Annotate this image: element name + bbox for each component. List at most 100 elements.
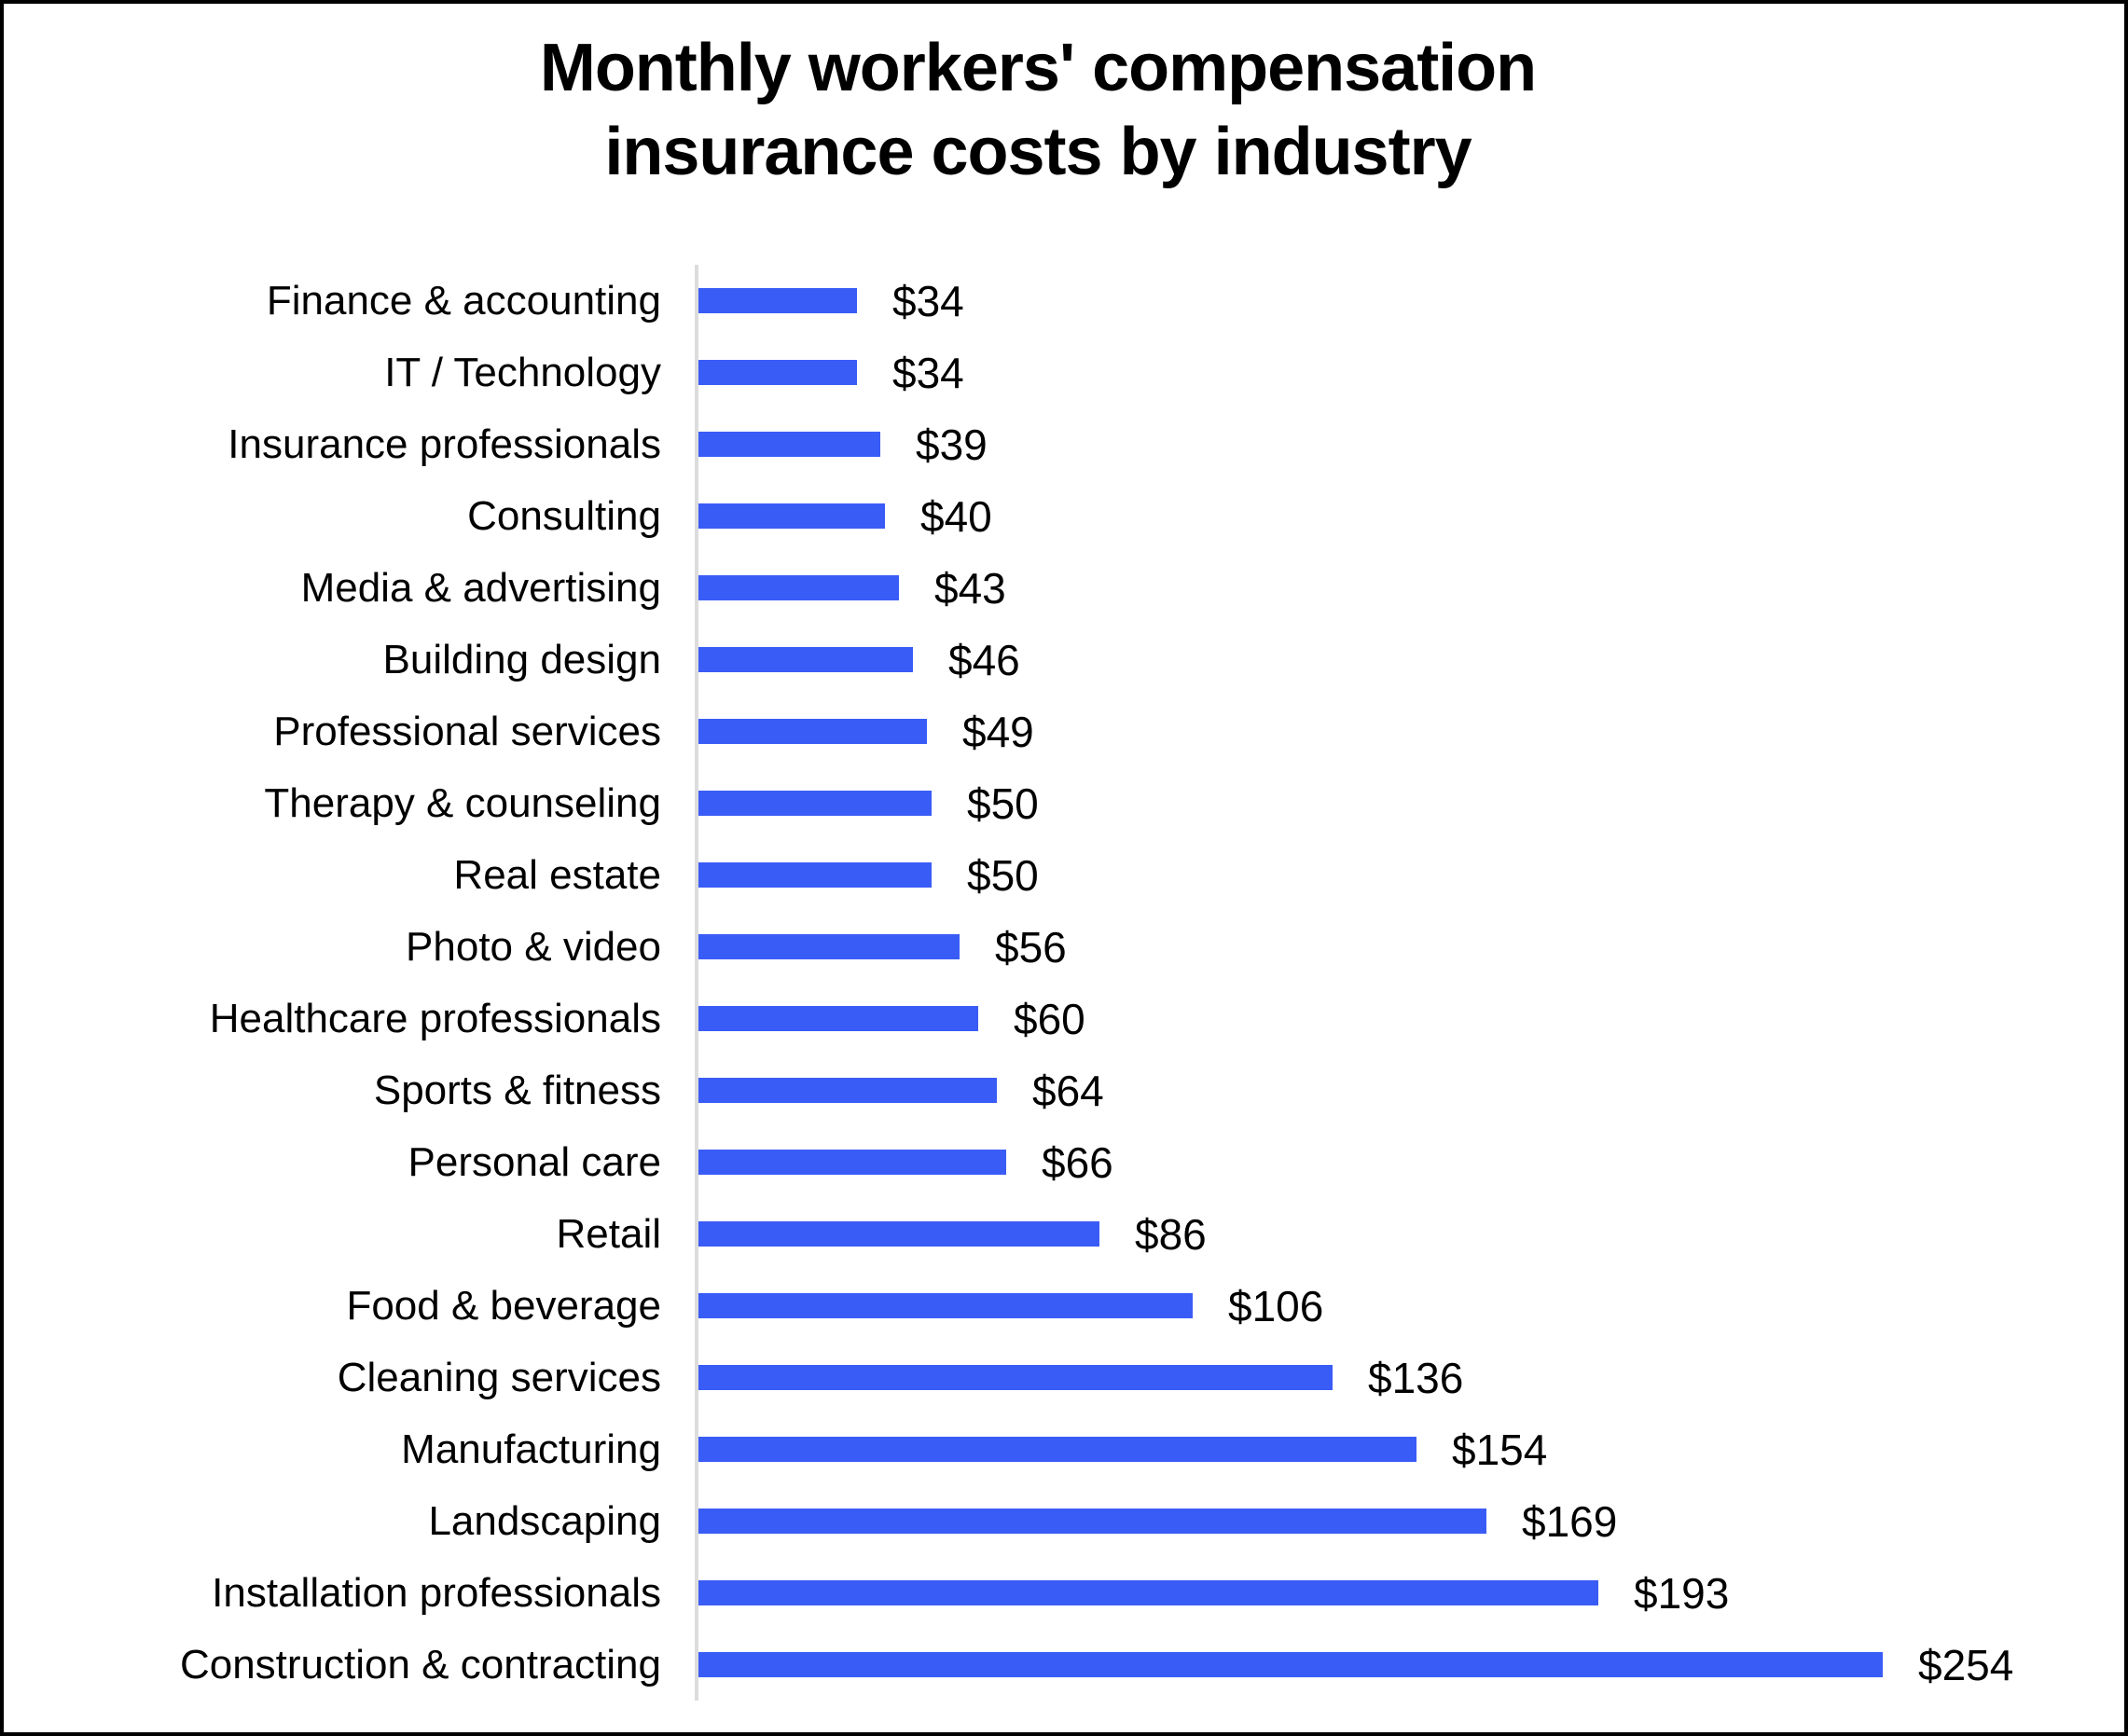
category-label: Professional services — [273, 708, 661, 754]
value-label: $49 — [962, 707, 1034, 756]
bar-track: $193 — [695, 1557, 2124, 1629]
bar-track: $56 — [695, 911, 2124, 983]
bar — [698, 1365, 1333, 1390]
bar-track: $50 — [695, 839, 2124, 911]
bar-row: Photo & video $56 — [4, 911, 2124, 983]
bar — [698, 575, 899, 600]
bar-track: $136 — [695, 1342, 2124, 1413]
category-label: Construction & contracting — [179, 1641, 661, 1688]
bar-track: $106 — [695, 1270, 2124, 1342]
bar — [698, 1293, 1193, 1318]
bar — [698, 647, 913, 672]
category-label: Retail — [556, 1210, 662, 1257]
value-label: $56 — [995, 922, 1067, 971]
bar-row: Retail $86 — [4, 1198, 2124, 1270]
bar — [698, 1221, 1099, 1247]
bar-track: $60 — [695, 983, 2124, 1054]
value-label: $66 — [1042, 1137, 1113, 1187]
value-label: $86 — [1135, 1209, 1207, 1259]
bar-track: $154 — [695, 1413, 2124, 1485]
bar-row: Food & beverage $106 — [4, 1270, 2124, 1342]
value-label: $169 — [1522, 1496, 1618, 1546]
category-label: Food & beverage — [346, 1282, 661, 1329]
bar — [698, 360, 857, 385]
bar-rows: Finance & accounting $34 IT / Technology $3… — [4, 265, 2124, 1701]
value-label: $64 — [1032, 1066, 1104, 1115]
bar — [698, 934, 960, 959]
bar-track: $46 — [695, 624, 2124, 696]
bar-track: $49 — [695, 696, 2124, 767]
category-label: Therapy & counseling — [264, 779, 661, 826]
value-label: $254 — [1918, 1640, 2014, 1689]
bar-row: Installation professionals $193 — [4, 1557, 2124, 1629]
value-label: $60 — [1014, 994, 1085, 1043]
value-label: $154 — [1452, 1425, 1548, 1474]
bar-track: $254 — [695, 1629, 2124, 1701]
bar-track: $64 — [695, 1054, 2124, 1126]
bar-track: $50 — [695, 767, 2124, 839]
bar-track: $39 — [695, 408, 2124, 480]
value-label: $50 — [967, 778, 1039, 828]
category-label: Photo & video — [406, 923, 661, 970]
category-label: Installation professionals — [212, 1569, 661, 1616]
value-label: $34 — [892, 348, 964, 397]
bar — [698, 719, 927, 744]
bar — [698, 1150, 1006, 1175]
chart-title: Monthly workers' compensation insurance … — [4, 26, 2072, 194]
bar — [698, 503, 885, 529]
bar-row: IT / Technology $34 — [4, 337, 2124, 408]
value-label: $34 — [892, 276, 964, 325]
category-label: Real estate — [453, 851, 661, 898]
bar-row: Personal care $66 — [4, 1126, 2124, 1198]
bar — [698, 1078, 997, 1103]
bar-track: $40 — [695, 480, 2124, 552]
category-label: Building design — [382, 636, 661, 682]
bar-row: Media & advertising $43 — [4, 552, 2124, 624]
bar-track: $169 — [695, 1485, 2124, 1557]
bar — [698, 1006, 978, 1031]
value-label: $50 — [967, 850, 1039, 900]
category-label: Sports & fitness — [373, 1067, 661, 1113]
value-label: $106 — [1228, 1281, 1324, 1330]
bar-row: Landscaping $169 — [4, 1485, 2124, 1557]
category-label: Insurance professionals — [228, 420, 661, 467]
bar-row: Therapy & counseling $50 — [4, 767, 2124, 839]
bar-row: Healthcare professionals $60 — [4, 983, 2124, 1054]
bar-track: $66 — [695, 1126, 2124, 1198]
bar-chart: Finance & accounting $34 IT / Technology $3… — [4, 265, 2124, 1701]
bar-track: $34 — [695, 265, 2124, 337]
value-label: $40 — [920, 491, 992, 541]
bar-row: Insurance professionals $39 — [4, 408, 2124, 480]
y-axis-line — [695, 265, 698, 1701]
bar-track: $43 — [695, 552, 2124, 624]
category-label: Healthcare professionals — [209, 995, 661, 1041]
category-label: Landscaping — [428, 1497, 661, 1544]
bar — [698, 862, 932, 888]
bar — [698, 288, 857, 313]
category-label: IT / Technology — [384, 349, 661, 395]
bar-row: Consulting $40 — [4, 480, 2124, 552]
bar-row: Building design $46 — [4, 624, 2124, 696]
category-label: Finance & accounting — [266, 277, 661, 324]
category-label: Media & advertising — [300, 564, 661, 611]
bar-row: Construction & contracting $254 — [4, 1629, 2124, 1701]
category-label: Personal care — [408, 1138, 661, 1185]
category-label: Manufacturing — [401, 1426, 661, 1472]
value-label: $193 — [1634, 1568, 1730, 1618]
bar-row: Sports & fitness $64 — [4, 1054, 2124, 1126]
bar — [698, 1509, 1486, 1534]
bar — [698, 1652, 1883, 1677]
category-label: Cleaning services — [337, 1354, 661, 1400]
bar-row: Professional services $49 — [4, 696, 2124, 767]
chart-title-line-2: insurance costs by industry — [604, 115, 1472, 189]
bar-track: $86 — [695, 1198, 2124, 1270]
chart-title-line-1: Monthly workers' compensation — [539, 31, 1537, 105]
value-label: $46 — [948, 635, 1020, 684]
value-label: $39 — [916, 420, 988, 469]
value-label: $43 — [934, 563, 1006, 613]
bar-track: $34 — [695, 337, 2124, 408]
bar-row: Real estate $50 — [4, 839, 2124, 911]
bar — [698, 791, 932, 816]
bar-row: Manufacturing $154 — [4, 1413, 2124, 1485]
